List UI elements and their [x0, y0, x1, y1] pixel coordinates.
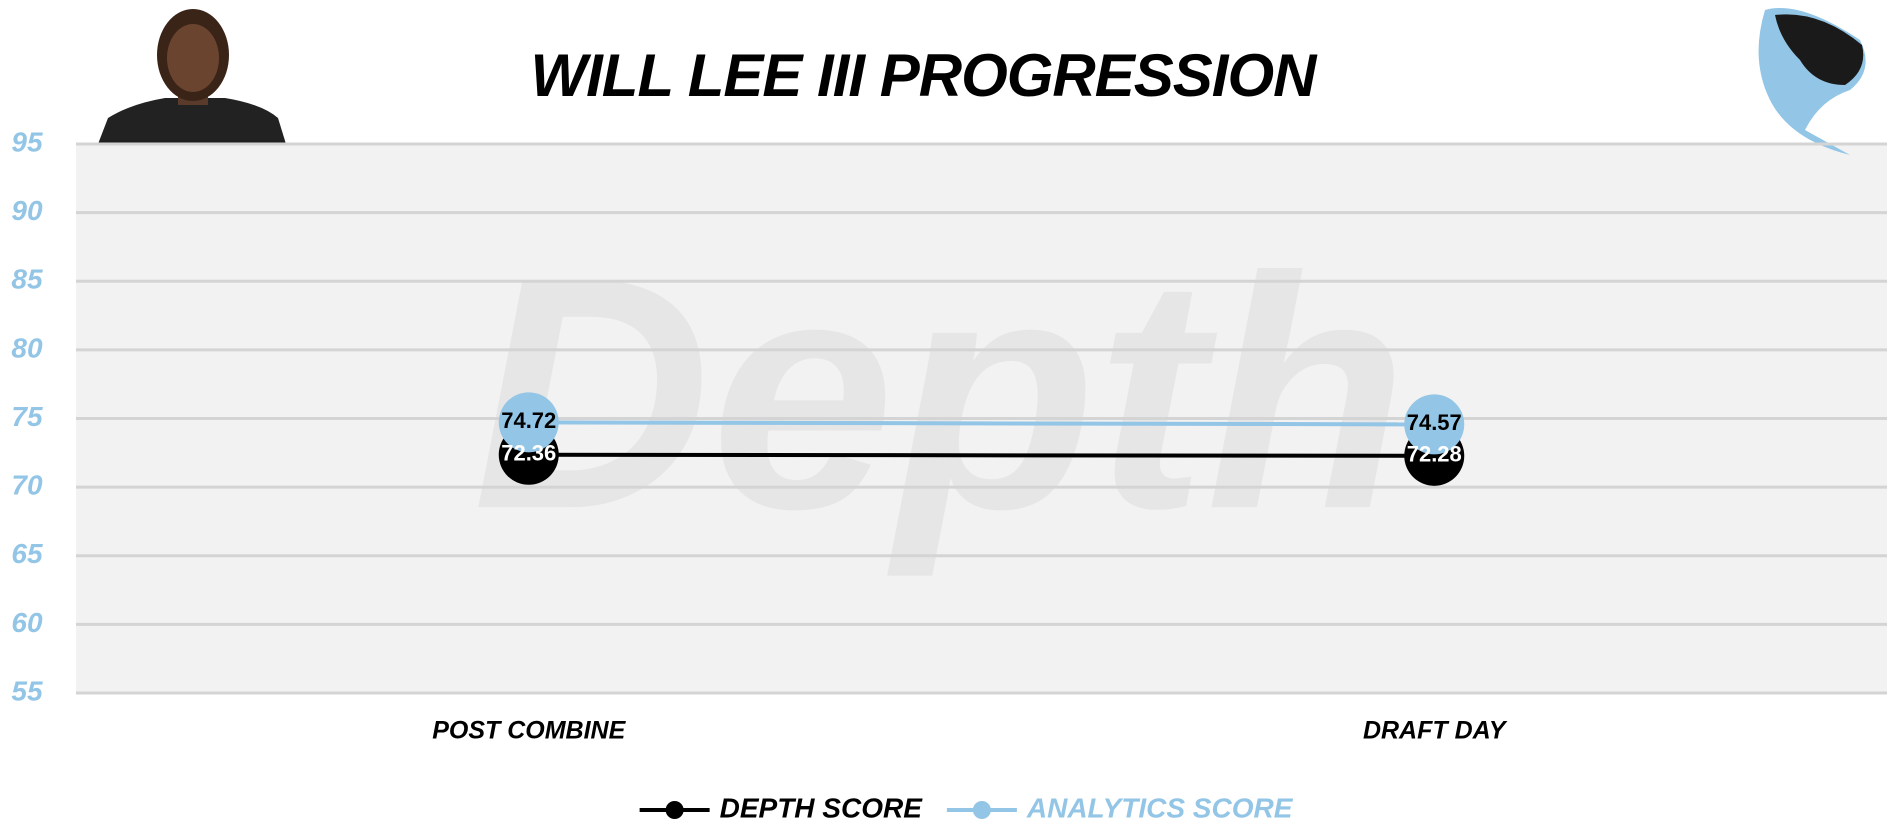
y-tick-label: 55 [11, 675, 43, 706]
y-tick-label: 95 [11, 126, 43, 157]
watermark: Depth [473, 208, 1408, 579]
data-label: 74.57 [1407, 410, 1462, 435]
y-tick-label: 70 [11, 470, 43, 501]
data-label: 72.36 [501, 441, 556, 466]
y-tick-label: 60 [11, 607, 43, 638]
chart-title: WILL LEE III PROGRESSION [531, 42, 1319, 109]
data-label: 74.72 [501, 408, 556, 433]
data-label: 72.28 [1407, 442, 1462, 467]
legend-label: ANALYTICS SCORE [1026, 792, 1294, 823]
legend-marker [972, 801, 991, 819]
x-tick-label: DRAFT DAY [1363, 717, 1508, 745]
legend-label: DEPTH SCORE [720, 792, 924, 823]
y-tick-label: 85 [11, 264, 43, 295]
y-tick-label: 90 [11, 195, 43, 226]
legend: DEPTH SCORE ANALYTICS SCORE [639, 792, 1294, 823]
legend-item: ANALYTICS SCORE [946, 792, 1294, 823]
series-line [528, 420, 1435, 427]
legend-item: DEPTH SCORE [639, 792, 924, 823]
data-point [1404, 394, 1465, 455]
player-photo [98, 9, 286, 144]
y-tick-label: 80 [11, 332, 43, 363]
y-tick-label: 75 [11, 401, 43, 432]
data-point [498, 392, 559, 453]
x-tick-label: POST COMBINE [432, 717, 626, 745]
legend-marker [665, 801, 684, 819]
y-tick-label: 65 [11, 538, 43, 569]
series-line [528, 452, 1435, 458]
team-logo [1758, 8, 1866, 155]
